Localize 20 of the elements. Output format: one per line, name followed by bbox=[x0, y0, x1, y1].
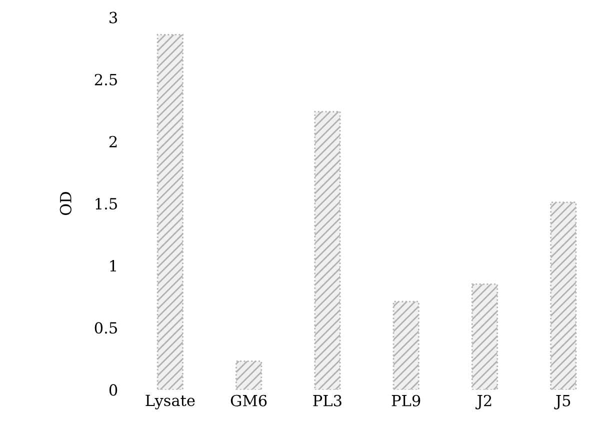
bar bbox=[236, 360, 262, 390]
bar bbox=[471, 283, 498, 390]
x-tick-label: GM6 bbox=[230, 394, 267, 406]
x-tick-label: Lysate bbox=[146, 394, 195, 410]
bar bbox=[392, 300, 420, 390]
x-tick-label: PL3 bbox=[313, 394, 342, 406]
y-tick-label: 0 bbox=[109, 384, 118, 396]
bar bbox=[156, 34, 184, 390]
x-tick-label: PL9 bbox=[392, 394, 420, 406]
y-axis-title: OD bbox=[60, 192, 72, 216]
x-tick-label: J5 bbox=[554, 395, 570, 410]
bar bbox=[314, 110, 341, 390]
y-tick-label: 1.5 bbox=[96, 198, 117, 210]
y-tick-label: 1 bbox=[110, 260, 116, 272]
y-tick-label: 2 bbox=[109, 136, 117, 148]
y-tick-label: 2.5 bbox=[94, 74, 117, 86]
bar bbox=[550, 202, 577, 390]
y-tick-label: 3 bbox=[110, 12, 118, 24]
x-tick-label: J2 bbox=[476, 394, 492, 410]
y-tick-label: 0.5 bbox=[94, 322, 117, 334]
